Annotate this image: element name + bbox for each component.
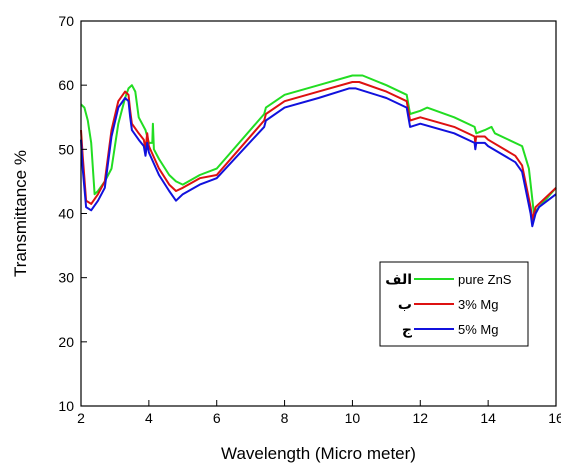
x-tick-label: 4 — [145, 410, 153, 426]
x-tick-label: 10 — [345, 410, 361, 426]
x-tick-label: 16 — [548, 410, 561, 426]
legend-label-2: 3% Mg — [458, 297, 498, 312]
series-line-2 — [80, 81, 557, 221]
series-line-1 — [80, 74, 557, 215]
plot-frame — [80, 20, 557, 407]
series-line-3 — [80, 87, 557, 228]
x-tick-label: 14 — [480, 410, 496, 426]
legend: الف pure ZnS ب 3% Mg ج 5% Mg — [379, 261, 529, 347]
legend-marker-1: الف — [385, 272, 412, 288]
x-tick-label: 2 — [77, 410, 85, 426]
x-axis-title: Wavelength (Micro meter) — [221, 444, 416, 463]
y-tick-label: 40 — [58, 206, 74, 222]
y-tick-label: 50 — [58, 141, 74, 157]
x-tick-label: 12 — [412, 410, 428, 426]
y-tick-label: 10 — [58, 398, 74, 414]
y-tick-label: 30 — [58, 270, 74, 286]
legend-label-3: 5% Mg — [458, 322, 498, 337]
ticks-layer: 2 4 6 8 10 12 14 16 10 20 30 40 50 60 70 — [58, 13, 561, 426]
legend-marker-3: ج — [402, 322, 413, 338]
series-layer — [80, 74, 557, 228]
y-tick-label: 70 — [58, 13, 74, 29]
legend-marker-2: ب — [398, 297, 412, 313]
y-tick-label: 60 — [58, 77, 74, 93]
x-tick-label: 6 — [213, 410, 221, 426]
y-axis-title: Transmittance % — [11, 150, 30, 277]
y-tick-label: 20 — [58, 334, 74, 350]
x-tick-label: 8 — [281, 410, 289, 426]
legend-label-1: pure ZnS — [458, 272, 512, 287]
